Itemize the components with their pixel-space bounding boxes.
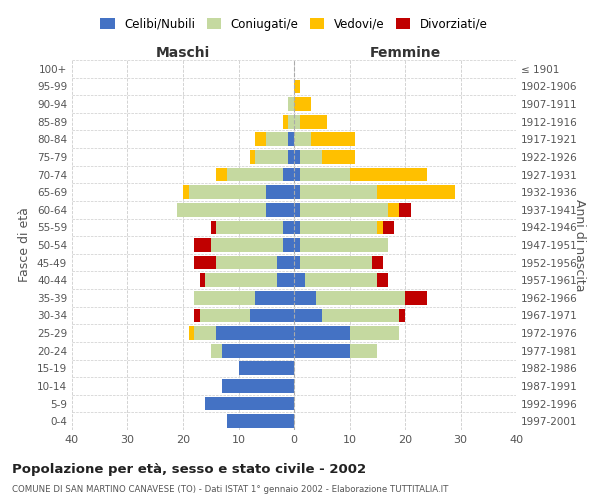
Bar <box>188 186 266 199</box>
Bar <box>400 308 405 322</box>
Bar <box>266 132 289 146</box>
Bar <box>383 220 394 234</box>
Bar <box>377 186 455 199</box>
Bar <box>216 220 283 234</box>
Bar <box>227 414 294 428</box>
Bar <box>289 150 294 164</box>
Bar <box>222 379 294 393</box>
Bar <box>289 132 294 146</box>
Bar <box>205 396 294 410</box>
Bar <box>372 256 383 270</box>
Bar <box>294 150 299 164</box>
Text: Popolazione per età, sesso e stato civile - 2002: Popolazione per età, sesso e stato civil… <box>12 462 366 475</box>
Bar <box>299 220 377 234</box>
Bar <box>299 203 388 216</box>
Bar <box>255 150 289 164</box>
Bar <box>316 291 405 304</box>
Bar <box>255 291 294 304</box>
Bar <box>294 186 299 199</box>
Bar <box>377 274 388 287</box>
Bar <box>294 274 305 287</box>
Bar <box>277 274 294 287</box>
Bar <box>250 150 255 164</box>
Bar <box>294 97 311 111</box>
Bar <box>349 344 377 358</box>
Bar <box>194 308 200 322</box>
Y-axis label: Fasce di età: Fasce di età <box>19 208 31 282</box>
Bar <box>294 115 299 128</box>
Bar <box>183 186 188 199</box>
Bar <box>194 326 216 340</box>
Bar <box>294 291 316 304</box>
Bar <box>294 168 299 181</box>
Bar <box>239 362 294 375</box>
Bar <box>294 220 299 234</box>
Bar <box>289 115 294 128</box>
Bar <box>194 291 255 304</box>
Bar <box>322 308 400 322</box>
Bar <box>294 326 349 340</box>
Bar <box>299 238 388 252</box>
Bar <box>266 186 294 199</box>
Bar <box>188 326 194 340</box>
Bar <box>299 256 372 270</box>
Bar <box>211 344 222 358</box>
Bar <box>194 238 211 252</box>
Bar <box>294 308 322 322</box>
Bar <box>200 274 205 287</box>
Text: COMUNE DI SAN MARTINO CANAVESE (TO) - Dati ISTAT 1° gennaio 2002 - Elaborazione : COMUNE DI SAN MARTINO CANAVESE (TO) - Da… <box>12 485 448 494</box>
Bar <box>294 238 299 252</box>
Bar <box>299 115 328 128</box>
Y-axis label: Anni di nascita: Anni di nascita <box>573 198 586 291</box>
Bar <box>200 308 250 322</box>
Bar <box>311 132 355 146</box>
Bar <box>349 168 427 181</box>
Bar <box>377 220 383 234</box>
Legend: Celibi/Nubili, Coniugati/e, Vedovi/e, Divorziati/e: Celibi/Nubili, Coniugati/e, Vedovi/e, Di… <box>97 14 491 34</box>
Bar <box>294 344 349 358</box>
Bar <box>405 291 427 304</box>
Bar <box>400 203 410 216</box>
Bar <box>299 168 349 181</box>
Bar <box>289 97 294 111</box>
Bar <box>194 256 216 270</box>
Bar <box>294 256 299 270</box>
Text: Femmine: Femmine <box>370 46 440 60</box>
Bar <box>266 203 294 216</box>
Bar <box>283 168 294 181</box>
Bar <box>250 308 294 322</box>
Bar <box>217 256 277 270</box>
Bar <box>211 220 216 234</box>
Bar <box>283 115 289 128</box>
Bar <box>216 168 227 181</box>
Bar <box>294 80 299 94</box>
Text: Maschi: Maschi <box>156 46 210 60</box>
Bar <box>211 238 283 252</box>
Bar <box>299 150 322 164</box>
Bar <box>349 326 400 340</box>
Bar <box>283 238 294 252</box>
Bar <box>322 150 355 164</box>
Bar <box>299 186 377 199</box>
Bar <box>222 344 294 358</box>
Bar <box>294 203 299 216</box>
Bar <box>255 132 266 146</box>
Bar <box>283 220 294 234</box>
Bar <box>277 256 294 270</box>
Bar <box>216 326 294 340</box>
Bar <box>294 132 311 146</box>
Bar <box>305 274 377 287</box>
Bar <box>178 203 266 216</box>
Bar <box>227 168 283 181</box>
Bar <box>205 274 277 287</box>
Bar <box>388 203 400 216</box>
